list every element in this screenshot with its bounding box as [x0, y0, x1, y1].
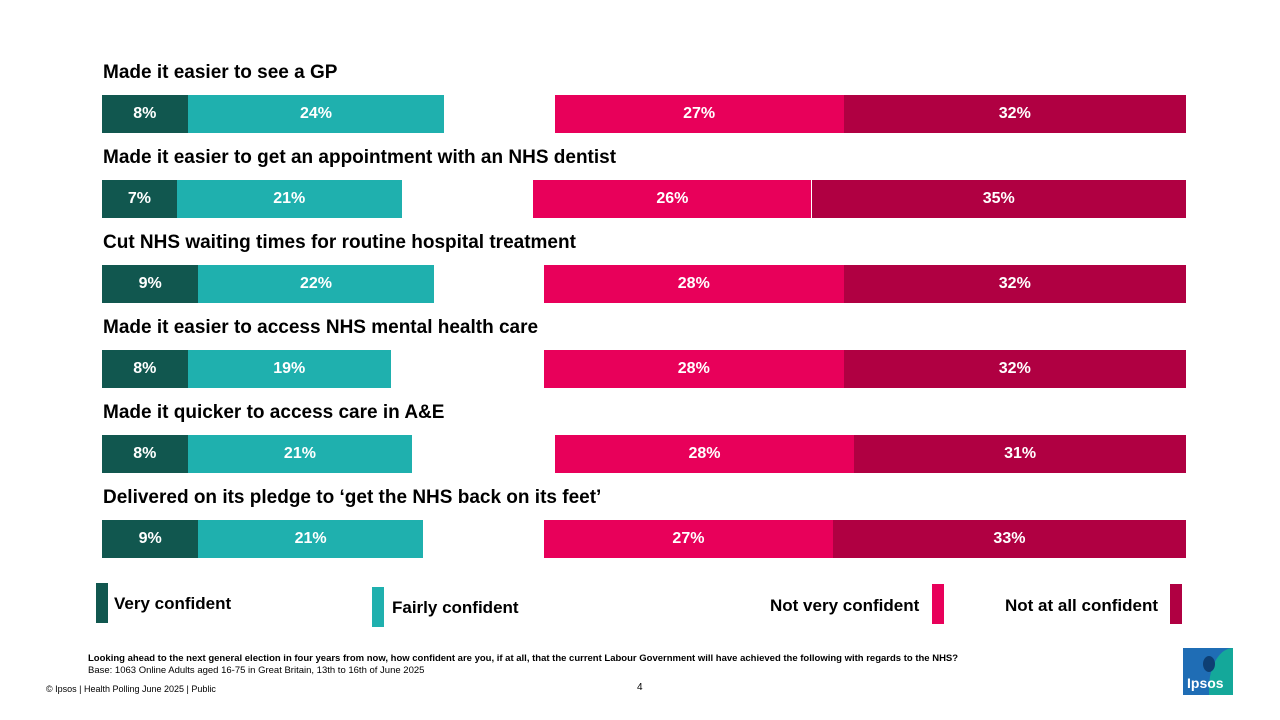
bar-not-at-all-confident-2: 35% — [811, 180, 1186, 218]
row-label-2: Made it easier to get an appointment wit… — [103, 147, 617, 168]
bar-not-at-all-confident-3: 32% — [843, 265, 1186, 303]
legend-label-very-confident: Very confident — [114, 594, 232, 613]
bar-not-very-confident-5: 28% — [554, 435, 855, 473]
bar-very-confident-5: 8% — [102, 435, 188, 473]
legend-label-not-at-all-confident: Not at all confident — [1005, 596, 1158, 615]
footer-source: © Ipsos | Health Polling June 2025 | Pub… — [46, 684, 216, 694]
bar-not-very-confident-1: 27% — [554, 95, 844, 133]
logo-dot-shape — [1203, 656, 1215, 672]
bar-very-confident-4: 8% — [102, 350, 188, 388]
legend-swatch-not-at-all-confident — [1170, 584, 1182, 624]
bar-very-confident-6: 9% — [102, 520, 199, 558]
bar-fairly-confident-4: 19% — [187, 350, 391, 388]
bar-fairly-confident-1: 24% — [187, 95, 445, 133]
bar-not-very-confident-4: 28% — [544, 350, 844, 388]
bar-not-at-all-confident-4: 32% — [843, 350, 1186, 388]
bar-not-at-all-confident-6: 33% — [832, 520, 1186, 558]
logo-text: Ipsos — [1187, 675, 1224, 691]
bar-not-very-confident-6: 27% — [544, 520, 833, 558]
bar-fairly-confident-6: 21% — [198, 520, 423, 558]
row-label-5: Made it quicker to access care in A&E — [103, 402, 445, 423]
legend-swatch-not-very-confident — [932, 584, 944, 624]
bar-very-confident-3: 9% — [102, 265, 199, 303]
base-footnote: Base: 1063 Online Adults aged 16-75 in G… — [88, 665, 425, 676]
bar-very-confident-1: 8% — [102, 95, 188, 133]
legend-swatch-fairly-confident — [372, 587, 384, 627]
bar-not-very-confident-3: 28% — [544, 265, 844, 303]
legend-swatch-very-confident — [96, 583, 108, 623]
ipsos-logo: Ipsos — [1183, 648, 1233, 695]
bar-fairly-confident-3: 22% — [198, 265, 434, 303]
legend-label-not-very-confident: Not very confident — [770, 596, 920, 615]
page-number: 4 — [637, 682, 643, 693]
row-label-6: Delivered on its pledge to ‘get the NHS … — [103, 487, 602, 508]
bar-very-confident-2: 7% — [102, 180, 177, 218]
bar-fairly-confident-5: 21% — [187, 435, 413, 473]
row-label-4: Made it easier to access NHS mental heal… — [103, 317, 539, 338]
bar-not-very-confident-2: 26% — [533, 180, 812, 218]
row-label-3: Cut NHS waiting times for routine hospit… — [103, 232, 576, 253]
question-footnote: Looking ahead to the next general electi… — [88, 653, 959, 664]
bar-fairly-confident-2: 21% — [176, 180, 402, 218]
bar-not-at-all-confident-1: 32% — [843, 95, 1186, 133]
row-label-1: Made it easier to see a GP — [103, 62, 338, 83]
bar-not-at-all-confident-5: 31% — [854, 435, 1186, 473]
legend-label-fairly-confident: Fairly confident — [392, 598, 519, 617]
